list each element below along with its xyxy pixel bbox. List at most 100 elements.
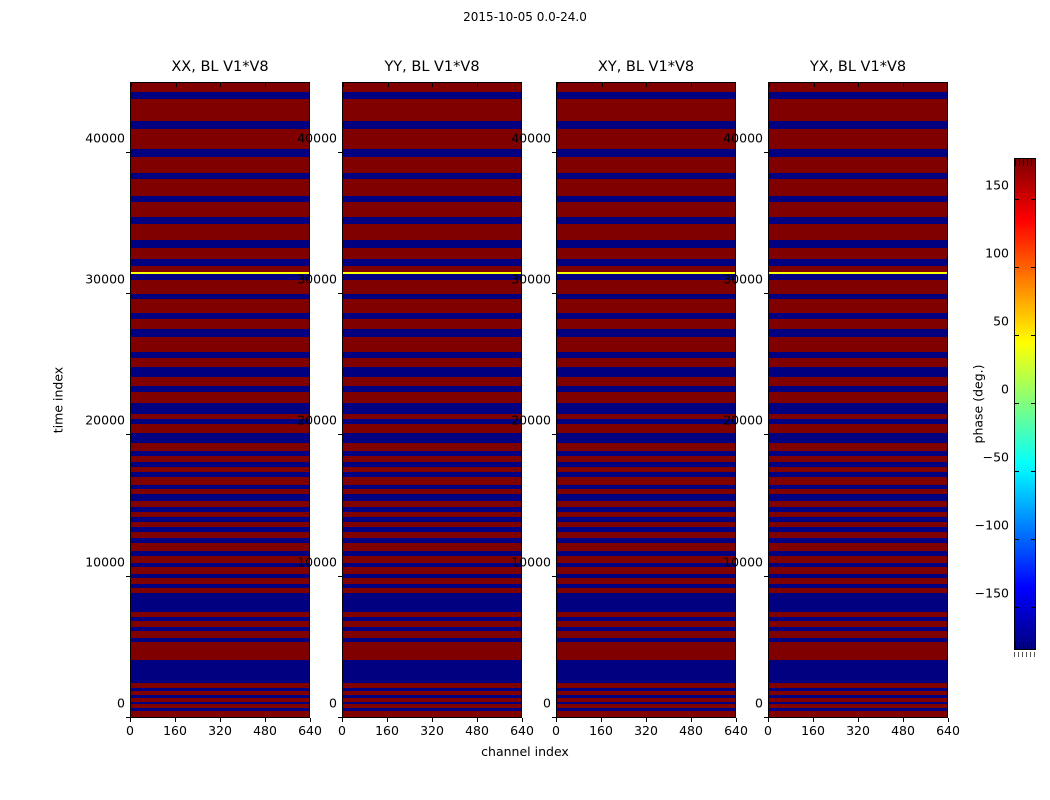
- x-tick-label: 0: [126, 723, 134, 738]
- colorbar-tick-mark: [1031, 607, 1035, 609]
- phase-band: [131, 386, 309, 393]
- phase-band: [769, 247, 947, 260]
- y-tick-mark: [338, 575, 342, 577]
- phase-band: [769, 562, 947, 568]
- phase-highlight-row: [769, 272, 947, 275]
- colorbar-tick-label: 100: [985, 245, 1009, 261]
- phase-band: [131, 202, 309, 218]
- heatmap-xx[interactable]: [130, 82, 310, 718]
- colorbar-tick-mark: [1015, 403, 1019, 404]
- phase-band: [769, 377, 947, 387]
- phase-band: [131, 259, 309, 266]
- y-tick-mark: [126, 151, 130, 153]
- phase-band: [131, 298, 309, 313]
- y-tick-label: 10000: [511, 554, 551, 570]
- phase-band: [343, 413, 521, 420]
- phase-band: [557, 455, 735, 463]
- x-tick-mark: [432, 83, 433, 87]
- x-tick-mark: [175, 83, 177, 87]
- phase-band: [769, 687, 947, 692]
- colorbar-under-hatch: [1015, 642, 1035, 649]
- phase-band: [557, 567, 735, 575]
- phase-band: [769, 555, 947, 563]
- phase-band: [343, 506, 521, 512]
- phase-band: [131, 511, 309, 517]
- x-tick-label: 160: [589, 723, 613, 738]
- phase-band: [769, 413, 947, 420]
- phase-band: [769, 538, 947, 544]
- phase-band: [343, 574, 521, 579]
- phase-band: [769, 659, 947, 684]
- phase-band: [769, 318, 947, 329]
- phase-band: [131, 583, 309, 588]
- phase-band: [769, 402, 947, 414]
- panel-title-yy: YY, BL V1*V8: [384, 59, 480, 75]
- heatmap-yy[interactable]: [342, 82, 522, 718]
- phase-band: [343, 477, 521, 485]
- panel-xy: XY, BL V1*V8 0 160 320 480 640 0 10000 20000 3000…: [511, 59, 748, 738]
- phase-band: [131, 424, 309, 433]
- phase-band: [131, 578, 309, 584]
- phase-band: [131, 711, 309, 717]
- colorbar-gradient: [1015, 159, 1035, 649]
- x-tick-mark: [858, 83, 859, 87]
- phase-band: [557, 526, 735, 532]
- phase-band: [131, 432, 309, 444]
- heatmap-xy[interactable]: [556, 82, 736, 718]
- phase-band: [343, 711, 521, 717]
- x-tick-mark: [220, 718, 221, 722]
- colorbar-tick-label: 150: [985, 177, 1009, 193]
- y-tick-label: 40000: [511, 130, 551, 146]
- phase-band: [557, 432, 735, 444]
- colorbar-tick-mark: [1031, 471, 1035, 473]
- phase-band: [769, 701, 947, 705]
- x-tick-mark: [769, 83, 770, 87]
- phase-band: [131, 293, 309, 299]
- x-tick-label: 640: [936, 723, 960, 738]
- phase-band: [343, 587, 521, 593]
- panel-yx: YX, BL V1*V8 0 160 320 480 640 0 10000 20000 3000…: [723, 59, 960, 738]
- heatmap-yx[interactable]: [768, 82, 948, 718]
- phase-band: [557, 488, 735, 494]
- phase-band: [557, 574, 735, 579]
- phase-band: [343, 173, 521, 180]
- phase-band: [557, 484, 735, 489]
- x-tick-mark: [601, 83, 603, 87]
- colorbar-tick-label: −100: [974, 517, 1009, 533]
- y-tick-label: 0: [543, 695, 551, 711]
- phase-band: [557, 392, 735, 403]
- phase-band: [769, 683, 947, 688]
- phase-band: [343, 259, 521, 266]
- phase-band: [769, 202, 947, 218]
- phase-band: [769, 567, 947, 575]
- x-tick-mark: [903, 718, 904, 722]
- phase-band: [131, 279, 309, 294]
- y-tick-label: 30000: [723, 271, 763, 287]
- phase-band: [343, 329, 521, 337]
- y-tick-label: 0: [329, 695, 337, 711]
- phase-band: [557, 687, 735, 692]
- phase-band: [769, 704, 947, 709]
- colorbar-tick-mark: [1015, 607, 1019, 609]
- phase-band: [769, 630, 947, 639]
- x-tick-mark: [735, 83, 736, 87]
- phase-band: [769, 626, 947, 631]
- phase-band: [557, 279, 735, 294]
- phase-band: [343, 698, 521, 702]
- x-tick-label: 160: [163, 723, 187, 738]
- phase-band: [131, 358, 309, 368]
- phase-band: [131, 83, 309, 92]
- phase-band: [557, 467, 735, 473]
- phase-band: [131, 550, 309, 556]
- phase-band: [769, 574, 947, 579]
- phase-band: [343, 424, 521, 433]
- figure-title: 2015-10-05 0.0-24.0: [463, 10, 587, 24]
- x-tick-mark: [130, 718, 131, 722]
- phase-band: [557, 642, 735, 660]
- phase-band: [343, 402, 521, 414]
- phase-band: [343, 367, 521, 378]
- phase-band: [343, 148, 521, 157]
- phase-band: [557, 659, 735, 684]
- x-tick-mark: [858, 718, 859, 722]
- colorbar-tick-mark: [1015, 471, 1019, 473]
